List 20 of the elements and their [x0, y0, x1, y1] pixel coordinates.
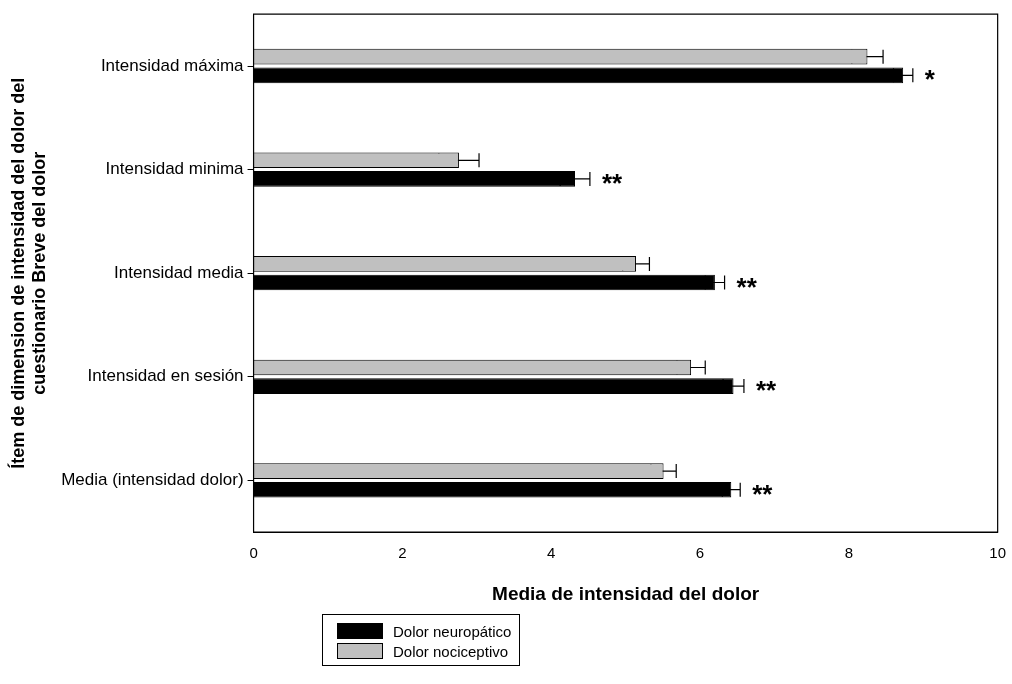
y-tick-label: Intensidad máxima: [100, 55, 245, 75]
x-tick-label: 0: [249, 544, 258, 562]
x-tick-label: 8: [844, 544, 854, 562]
y-tick-label: Media (intensidad dolor): [61, 470, 244, 490]
x-tick-label: 10: [989, 544, 1006, 562]
y-axis-title: Ítem de dimension de intensidad del dolor del cuestionario Breve del dolor: [6, 77, 50, 469]
annotation: **: [601, 168, 624, 199]
annotation: **: [736, 271, 758, 302]
legend-label: Dolor neuropático: [393, 622, 512, 640]
y-tick-label: Intensidad media: [114, 262, 245, 282]
y-tick-label: Intensidad minima: [105, 159, 245, 179]
x-tick-label: 2: [398, 544, 407, 562]
annotation: *: [924, 64, 936, 95]
y-tick-label: Intensidad en sesión: [87, 366, 244, 386]
annotation: **: [752, 478, 774, 509]
x-axis-title: Media de intensidad del dolor: [492, 582, 760, 604]
legend-label: Dolor nociceptivo: [393, 642, 509, 660]
x-tick-label: 4: [547, 544, 556, 562]
x-tick-label: 6: [695, 544, 705, 562]
annotation: **: [755, 375, 778, 406]
